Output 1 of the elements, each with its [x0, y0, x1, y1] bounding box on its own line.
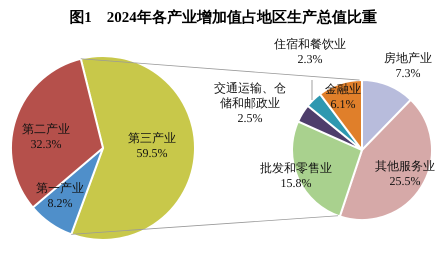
- title: 图1 2024年各产业增加值占地区生产总值比重: [69, 10, 377, 26]
